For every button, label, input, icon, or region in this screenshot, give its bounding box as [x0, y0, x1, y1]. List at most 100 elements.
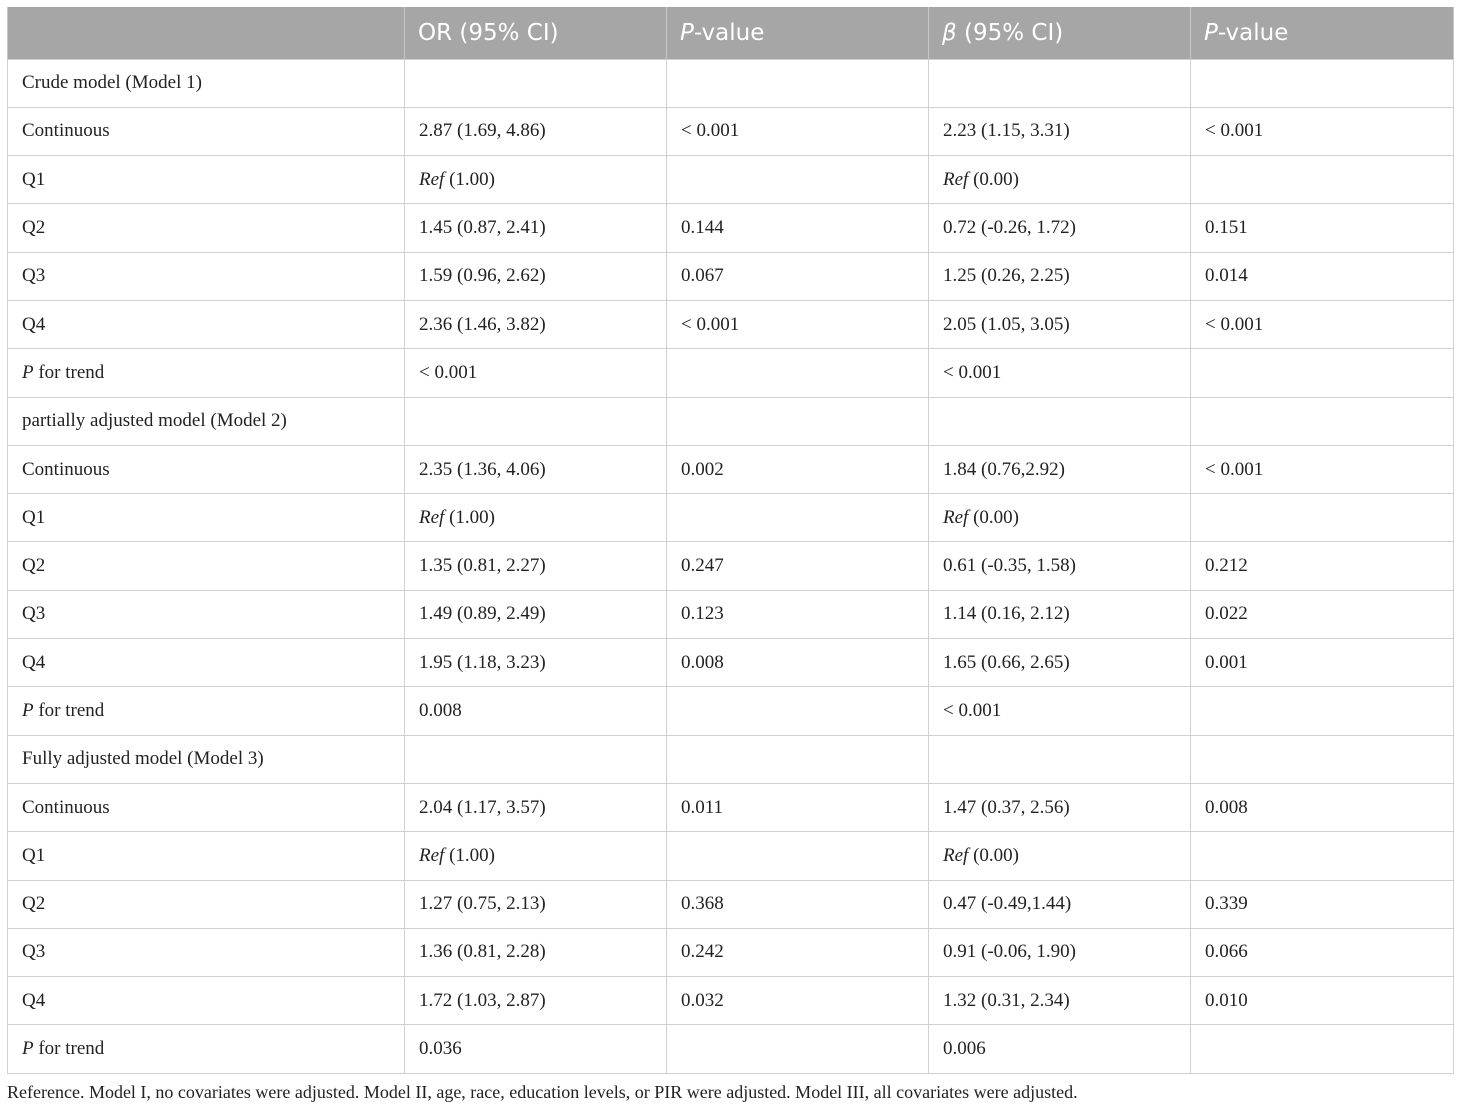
p-value-or-cell: [666, 1024, 929, 1074]
p-value-or-cell: 0.247: [666, 541, 929, 591]
ref-value: (0.00): [968, 168, 1019, 190]
ref-value: (0.00): [968, 506, 1019, 528]
beta-ci-cell: [928, 396, 1191, 446]
p-value-beta-cell: [1190, 686, 1454, 736]
table-row: Q2 1.35 (0.81, 2.27) 0.247 0.61 (-0.35, 1.5…: [7, 541, 1454, 591]
header-beta-suffix: (95% CI): [956, 19, 1064, 46]
row-label: Q2: [7, 879, 405, 929]
p-value-beta-cell: [1190, 396, 1454, 446]
p-value-beta-cell: [1190, 1024, 1454, 1074]
results-table-container: OR (95% CI) P-value β (95% CI) P-value C…: [7, 7, 1454, 1074]
header-p-suffix: -value: [1217, 19, 1289, 46]
p-value-beta-cell: 0.339: [1190, 879, 1454, 929]
table-row: Q2 1.27 (0.75, 2.13) 0.368 0.47 (-0.49,1.44…: [7, 879, 1454, 929]
table-header: OR (95% CI) P-value β (95% CI) P-value: [7, 7, 1454, 59]
p-value-beta-cell: 0.022: [1190, 589, 1454, 640]
table-row: Continuous 2.87 (1.69, 4.86) < 0.001 2.23 (…: [7, 106, 1454, 157]
or-ci-cell: [404, 396, 667, 446]
beta-ci-cell: 1.25 (0.26, 2.25): [928, 251, 1191, 301]
results-table: OR (95% CI) P-value β (95% CI) P-value C…: [7, 7, 1454, 1074]
table-row: Q1 Ref (1.00) Ref (0.00): [7, 493, 1454, 543]
trend-p-italic: P: [22, 1038, 34, 1060]
or-ci-cell: 0.008: [404, 686, 667, 736]
trend-label-rest: for trend: [33, 700, 105, 721]
section-label: Crude model (Model 1): [7, 58, 405, 108]
p-value-or-cell: [666, 155, 929, 205]
or-ci-cell: 2.36 (1.46, 3.82): [404, 299, 667, 350]
beta-ci-cell: [928, 734, 1191, 784]
p-value-or-cell: 0.011: [666, 782, 929, 833]
table-row: Q1 Ref (1.00) Ref (0.00): [7, 831, 1454, 881]
p-value-beta-cell: [1190, 155, 1454, 205]
header-beta-symbol: β: [942, 19, 957, 46]
header-p-italic: P: [680, 19, 694, 46]
ref-value: (1.00): [444, 844, 495, 866]
ref-italic: Ref: [419, 168, 445, 190]
table-row: Q3 1.36 (0.81, 2.28) 0.242 0.91 (-0.06, 1.9…: [7, 927, 1454, 978]
beta-ci-cell: 2.05 (1.05, 3.05): [928, 299, 1191, 350]
p-value-beta-cell: 0.010: [1190, 976, 1454, 1026]
beta-ci-cell: 0.47 (-0.49,1.44): [928, 879, 1191, 929]
ref-italic: Ref: [419, 506, 445, 528]
p-value-beta-cell: < 0.001: [1190, 106, 1454, 157]
header-p-suffix: -value: [693, 19, 765, 46]
beta-ci-cell: 0.91 (-0.06, 1.90): [928, 927, 1191, 978]
table-row: Crude model (Model 1): [7, 58, 1454, 108]
p-value-beta-cell: 0.014: [1190, 251, 1454, 301]
table-row: Q2 1.45 (0.87, 2.41) 0.144 0.72 (-0.26, 1.7…: [7, 203, 1454, 253]
trend-label: P for trend: [7, 686, 405, 736]
beta-ci-cell: Ref (0.00): [928, 155, 1191, 205]
p-value-beta-cell: 0.008: [1190, 782, 1454, 833]
ref-value: (1.00): [444, 168, 495, 190]
beta-ci-cell: < 0.001: [928, 686, 1191, 736]
beta-ci-cell: 1.65 (0.66, 2.65): [928, 638, 1191, 688]
p-value-or-cell: 0.242: [666, 927, 929, 978]
header-p-value-or: P-value: [666, 7, 929, 59]
table-row: P for trend < 0.001 < 0.001: [7, 348, 1454, 398]
beta-ci-cell: 2.23 (1.15, 3.31): [928, 106, 1191, 157]
ref-italic: Ref: [943, 168, 969, 190]
p-value-beta-cell: [1190, 734, 1454, 784]
p-value-beta-cell: < 0.001: [1190, 444, 1454, 495]
or-ci-cell: < 0.001: [404, 348, 667, 398]
row-label: Q3: [7, 927, 405, 978]
p-value-or-cell: 0.008: [666, 638, 929, 688]
or-ci-cell: Ref (1.00): [404, 155, 667, 205]
p-value-beta-cell: [1190, 831, 1454, 881]
table-row: P for trend 0.036 0.006: [7, 1024, 1454, 1074]
or-ci-cell: 2.35 (1.36, 4.06): [404, 444, 667, 495]
table-row: Q3 1.59 (0.96, 2.62) 0.067 1.25 (0.26, 2.25…: [7, 251, 1454, 301]
p-value-beta-cell: [1190, 348, 1454, 398]
table-row: Q3 1.49 (0.89, 2.49) 0.123 1.14 (0.16, 2.12…: [7, 589, 1454, 640]
table-row: P for trend 0.008 < 0.001: [7, 686, 1454, 736]
row-label: Q4: [7, 638, 405, 688]
or-ci-cell: [404, 734, 667, 784]
p-value-beta-cell: 0.151: [1190, 203, 1454, 253]
p-value-or-cell: [666, 831, 929, 881]
or-ci-cell: 0.036: [404, 1024, 667, 1074]
p-value-or-cell: [666, 58, 929, 108]
table-row: Q4 1.72 (1.03, 2.87) 0.032 1.32 (0.31, 2.34…: [7, 976, 1454, 1026]
or-ci-cell: 2.04 (1.17, 3.57): [404, 782, 667, 833]
table-row: Fully adjusted model (Model 3): [7, 734, 1454, 784]
beta-ci-cell: Ref (0.00): [928, 493, 1191, 543]
or-ci-cell: Ref (1.00): [404, 831, 667, 881]
row-label: Q2: [7, 541, 405, 591]
or-ci-cell: 2.87 (1.69, 4.86): [404, 106, 667, 157]
or-ci-cell: Ref (1.00): [404, 493, 667, 543]
p-value-beta-cell: 0.066: [1190, 927, 1454, 978]
row-label: Q2: [7, 203, 405, 253]
beta-ci-cell: 1.47 (0.37, 2.56): [928, 782, 1191, 833]
section-label: partially adjusted model (Model 2): [7, 396, 405, 446]
or-ci-cell: 1.49 (0.89, 2.49): [404, 589, 667, 640]
trend-label-rest: for trend: [33, 361, 105, 383]
section-label: Fully adjusted model (Model 3): [7, 734, 405, 784]
row-label: Q4: [7, 299, 405, 350]
beta-ci-cell: 1.84 (0.76,2.92): [928, 444, 1191, 495]
p-value-beta-cell: [1190, 493, 1454, 543]
p-value-or-cell: 0.032: [666, 976, 929, 1026]
trend-p-italic: P: [22, 361, 34, 383]
p-value-beta-cell: [1190, 58, 1454, 108]
p-value-or-cell: < 0.001: [666, 106, 929, 157]
or-ci-cell: 1.27 (0.75, 2.13): [404, 879, 667, 929]
